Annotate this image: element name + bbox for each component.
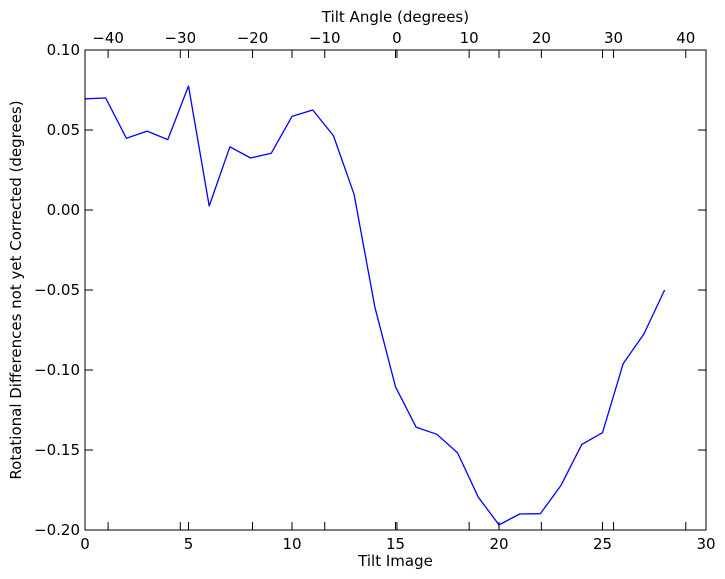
y-tick-label: −0.20: [34, 521, 80, 539]
data-point: [270, 152, 273, 155]
top-x-tick-label: 10: [460, 29, 479, 47]
top-x-tick-label: 20: [532, 29, 551, 47]
data-point: [125, 137, 128, 140]
top-x-axis-label: Tilt Angle (degrees): [321, 8, 469, 26]
y-tick-label: 0.00: [47, 201, 80, 219]
series-line: [84, 85, 666, 526]
top-x-tick-label: −20: [237, 29, 269, 47]
ticks-layer: 0 5 10 15 20 25 30 0.10 0.05 0.00 −0.05 −0.10 −0.15 −…: [34, 29, 716, 553]
y-tick-label: −0.15: [34, 441, 80, 459]
plot-frame: [84, 49, 707, 531]
data-point: [622, 362, 625, 365]
top-x-tick-label: −40: [92, 29, 124, 47]
y-tick-label: 0.10: [47, 41, 80, 59]
data-point: [518, 513, 521, 516]
x-tick-label: 25: [593, 535, 612, 553]
top-x-tick-label: −10: [309, 29, 341, 47]
data-point: [332, 134, 335, 137]
data-point: [394, 385, 397, 388]
data-point: [311, 109, 314, 112]
data-point: [228, 145, 231, 148]
y-tick-label: 0.05: [47, 121, 80, 139]
y-tick-label: −0.10: [34, 361, 80, 379]
series-layer: [84, 85, 666, 526]
data-point: [477, 496, 480, 499]
x-tick-label: 20: [489, 535, 508, 553]
x-tick-label: 10: [282, 535, 301, 553]
data-point: [104, 97, 107, 100]
data-point: [249, 157, 252, 160]
plot-area: [85, 50, 706, 530]
top-x-tick-label: −30: [164, 29, 196, 47]
x-tick-label: 15: [386, 535, 405, 553]
data-point: [642, 333, 645, 336]
data-point: [415, 426, 418, 429]
y-tick-label: −0.05: [34, 281, 80, 299]
data-point: [187, 85, 190, 88]
data-point: [435, 433, 438, 436]
top-x-tick-label: 40: [676, 29, 695, 47]
data-point: [560, 484, 563, 487]
data-point: [146, 130, 149, 133]
data-point: [601, 431, 604, 434]
data-point: [291, 115, 294, 118]
x-tick-label: 30: [696, 535, 715, 553]
data-point: [456, 451, 459, 454]
top-x-tick-label: 30: [604, 29, 623, 47]
data-point: [208, 205, 211, 208]
x-tick-label: 0: [80, 535, 90, 553]
x-axis-label: Tilt Image: [357, 552, 433, 570]
data-point: [580, 443, 583, 446]
y-axis-label: Rotational Differences not yet Corrected…: [7, 100, 25, 479]
data-point: [353, 193, 356, 196]
x-tick-label: 5: [184, 535, 194, 553]
data-point: [663, 289, 666, 292]
data-point: [166, 138, 169, 141]
data-point: [373, 305, 376, 308]
top-x-tick-label: 0: [392, 29, 402, 47]
data-point: [539, 512, 542, 515]
